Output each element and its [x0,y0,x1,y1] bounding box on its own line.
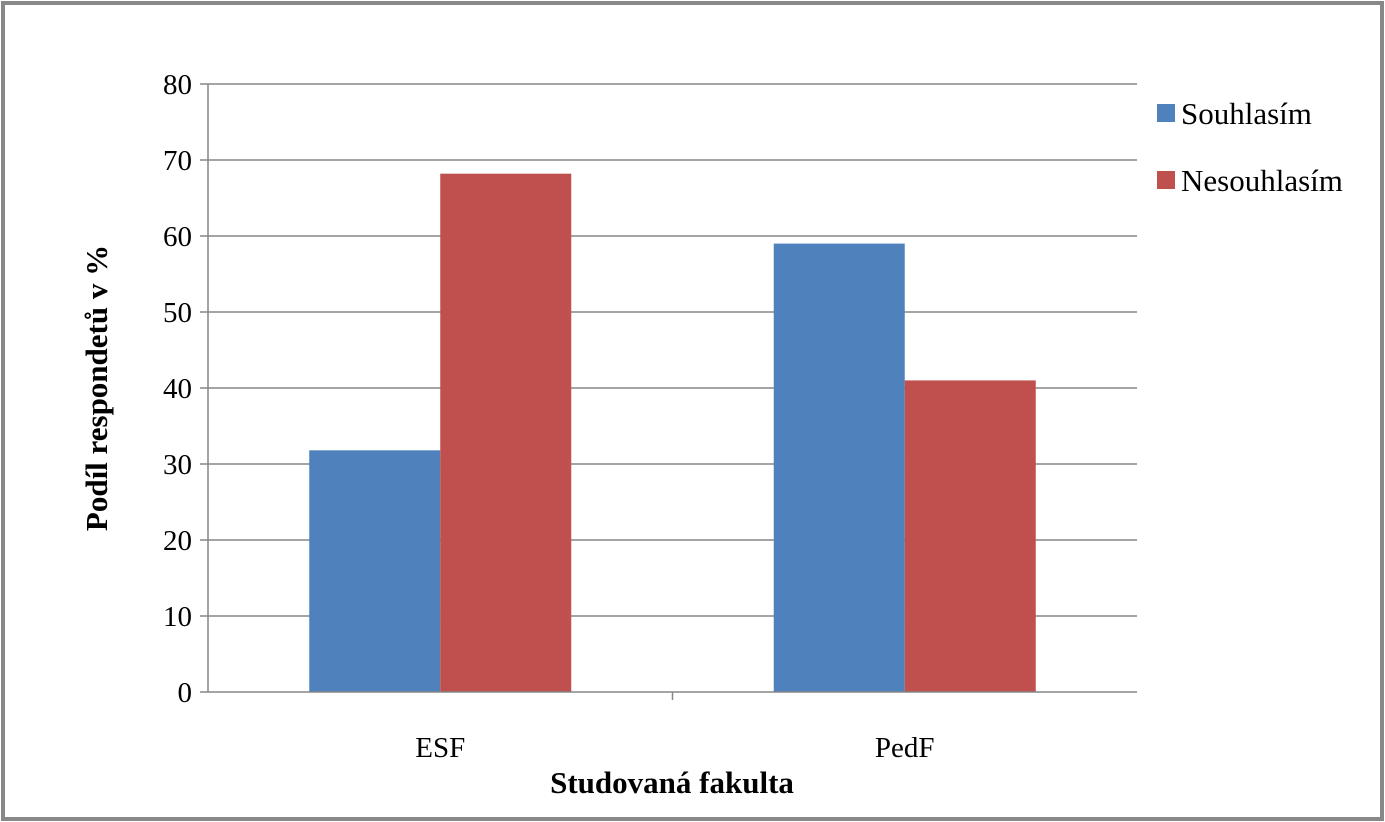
y-tick-label: 70 [163,145,192,177]
y-tick-label: 10 [163,601,192,633]
legend-swatch-nesouhlasim [1157,171,1175,189]
y-tick-label: 0 [178,677,193,709]
x-category-label: ESF [415,732,465,764]
bar-nesouhlasím-esf [440,173,572,692]
y-tick-label: 60 [163,221,192,253]
y-tick-label: 40 [163,373,192,405]
axes: 0 10 20 30 40 50 60 70 80 ESF PedF [163,69,1137,764]
bar-nesouhlasím-pedf [904,380,1036,692]
legend: Souhlasím Nesouhlasím [1157,96,1343,198]
y-tick-label: 80 [163,69,192,101]
y-tick-label: 50 [163,297,192,329]
x-axis-title: Studovaná fakulta [550,765,794,800]
bars [309,173,1036,692]
y-tick-label: 20 [163,525,192,557]
legend-label-souhlasim: Souhlasím [1181,96,1312,131]
y-tick-label: 30 [163,449,192,481]
y-axis-title: Podíl respondetů v % [79,245,114,531]
legend-swatch-souhlasim [1157,104,1175,122]
x-category-label: PedF [875,732,935,764]
bar-souhlasím-esf [309,450,441,692]
legend-label-nesouhlasim: Nesouhlasím [1181,163,1343,198]
bar-souhlasím-pedf [773,243,905,692]
